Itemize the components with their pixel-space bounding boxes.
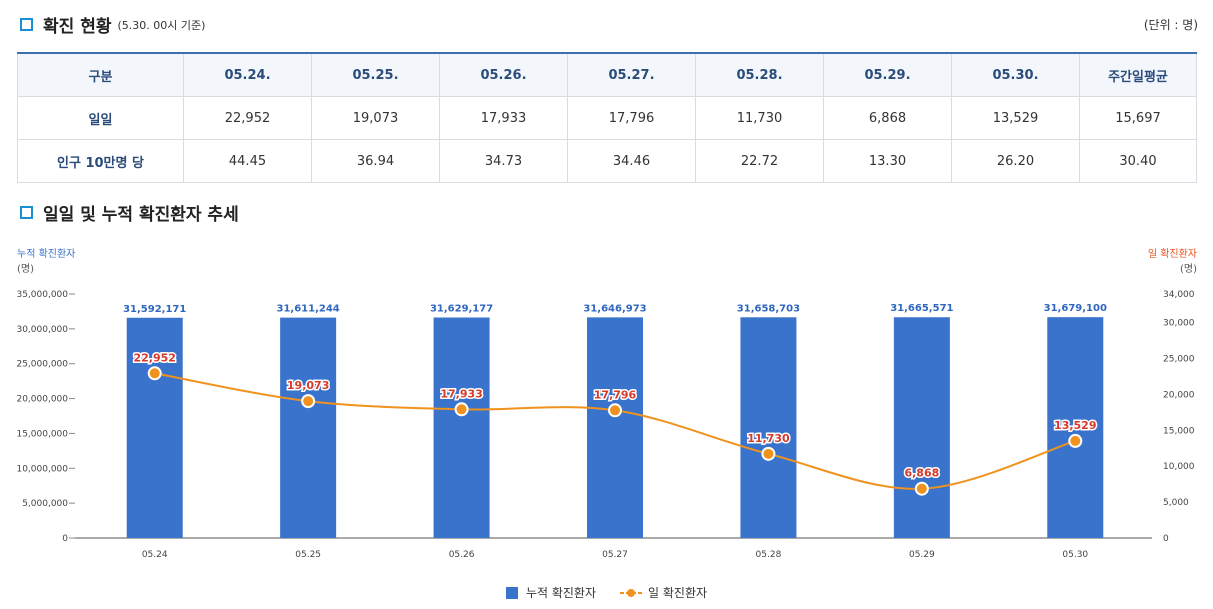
col-header: 05.28. xyxy=(695,52,824,97)
col-header: 05.27. xyxy=(567,52,696,97)
right-tick-label: 10,000 xyxy=(1163,462,1195,472)
line-point xyxy=(147,366,162,381)
left-tick-label: 5,000,000 xyxy=(22,499,68,509)
right-tick-label: 25,000 xyxy=(1163,355,1195,365)
legend-item-cumulative[interactable]: 누적 확진환자 xyxy=(505,584,597,601)
col-header: 05.25. xyxy=(311,52,440,97)
x-tick-label: 05.28 xyxy=(756,550,782,560)
bar-cumulative xyxy=(1047,317,1104,538)
row-header: 일일 xyxy=(17,96,184,140)
bar-cumulative xyxy=(893,317,950,538)
square-bullet-icon xyxy=(20,18,33,31)
x-tick-label: 05.25 xyxy=(295,550,321,560)
table-cell: 6,868 xyxy=(823,96,952,140)
bar-data-label: 31,658,703 xyxy=(737,303,800,314)
table-cell: 11,730 xyxy=(695,96,824,140)
x-tick-label: 05.29 xyxy=(909,550,935,560)
chart-legend: 누적 확진환자 일 확진환자 xyxy=(0,584,1213,601)
right-axis-unit: (명) xyxy=(1180,263,1197,275)
left-tick-label: 20,000,000 xyxy=(16,395,68,405)
bar-data-label: 31,592,171 xyxy=(123,304,186,315)
bar-cumulative xyxy=(433,317,490,538)
table-cell: 30.40 xyxy=(1079,139,1197,183)
left-axis-unit: (명) xyxy=(17,263,34,275)
line-point xyxy=(914,481,929,496)
bar-data-label: 31,629,177 xyxy=(430,303,493,314)
line-data-label: 22,952 xyxy=(133,351,175,364)
square-bullet-icon xyxy=(20,206,33,219)
line-point xyxy=(761,446,776,461)
line-data-label: 17,933 xyxy=(440,387,482,400)
right-tick-label: 30,000 xyxy=(1163,319,1195,329)
right-tick-label: 34,000 xyxy=(1163,290,1195,300)
table-header-row: 구분 05.24. 05.25. 05.26. 05.27. 05.28. 05… xyxy=(17,52,1197,97)
bar-cumulative xyxy=(587,317,643,538)
table-cell: 19,073 xyxy=(311,96,440,140)
status-title: 확진 현황 xyxy=(43,17,112,37)
table-cell: 34.73 xyxy=(439,139,568,183)
left-axis-title: 누적 확진환자 xyxy=(17,248,75,260)
bar-data-label: 31,646,973 xyxy=(583,303,646,314)
col-header: 주간일평균 xyxy=(1079,52,1197,97)
trend-title: 일일 및 누적 확진환자 추세 xyxy=(43,205,239,225)
right-tick-label: 20,000 xyxy=(1163,390,1195,400)
left-tick-label: 15,000,000 xyxy=(16,429,68,439)
line-point xyxy=(1068,433,1083,448)
line-point xyxy=(608,403,622,418)
line-point xyxy=(301,394,316,409)
table-cell: 34.46 xyxy=(567,139,696,183)
table-cell: 36.94 xyxy=(311,139,440,183)
line-data-label: 13,529 xyxy=(1054,419,1096,432)
table-cell: 22,952 xyxy=(183,96,312,140)
trend-section-title: 일일 및 누적 확진환자 추세 xyxy=(20,200,239,225)
x-tick-label: 05.30 xyxy=(1062,550,1088,560)
bar-data-label: 31,611,244 xyxy=(277,304,340,315)
legend-line-swatch xyxy=(620,588,643,597)
right-axis-title: 일 확진환자 xyxy=(1148,248,1197,260)
table-cell: 17,933 xyxy=(439,96,568,140)
right-tick-label: 5,000 xyxy=(1163,498,1189,508)
table-cell: 15,697 xyxy=(1079,96,1197,140)
bar-cumulative xyxy=(280,317,337,538)
row-header: 인구 10만명 당 xyxy=(17,139,184,183)
line-data-label: 17,796 xyxy=(594,388,637,401)
legend-bar-swatch xyxy=(505,586,518,599)
col-header: 05.30. xyxy=(951,52,1080,97)
right-tick-label: 15,000 xyxy=(1163,426,1195,436)
status-subtitle: (5.30. 00시 기준) xyxy=(117,18,206,32)
col-header: 05.24. xyxy=(183,52,312,97)
x-tick-label: 05.24 xyxy=(142,550,168,560)
daily-cases-table: 구분 05.24. 05.25. 05.26. 05.27. 05.28. 05… xyxy=(17,52,1197,183)
table-row: 일일 22,952 19,073 17,933 17,796 11,730 6,… xyxy=(17,96,1197,140)
table-row: 인구 10만명 당 44.45 36.94 34.73 34.46 22.72 … xyxy=(17,139,1197,183)
left-tick-label: 35,000,000 xyxy=(16,290,68,300)
line-data-label: 19,073 xyxy=(287,379,329,392)
table-cell: 13,529 xyxy=(951,96,1080,140)
bar-cumulative xyxy=(126,317,183,538)
col-header: 05.29. xyxy=(823,52,952,97)
bar-data-label: 31,679,100 xyxy=(1044,303,1107,314)
left-tick-label: 30,000,000 xyxy=(16,325,68,335)
bar-cumulative xyxy=(740,317,797,538)
legend-item-daily[interactable]: 일 확진환자 xyxy=(620,584,707,601)
table-cell: 26.20 xyxy=(951,139,1080,183)
left-tick-label: 0 xyxy=(62,534,68,544)
unit-label: (단위 : 명) xyxy=(1143,18,1198,32)
legend-label: 누적 확진환자 xyxy=(525,586,597,600)
status-section-title: 확진 현황 (5.30. 00시 기준) xyxy=(20,12,205,37)
line-data-label: 6,868 xyxy=(904,467,939,480)
table-cell: 22.72 xyxy=(695,139,824,183)
line-point xyxy=(454,402,469,417)
right-tick-label: 0 xyxy=(1163,534,1169,544)
x-tick-label: 05.26 xyxy=(449,550,475,560)
line-data-label: 11,730 xyxy=(747,432,790,445)
legend-label: 일 확진환자 xyxy=(648,586,708,600)
x-tick-label: 05.27 xyxy=(602,550,628,560)
left-tick-label: 10,000,000 xyxy=(16,464,68,474)
bar-data-label: 31,665,571 xyxy=(890,303,953,314)
left-tick-label: 25,000,000 xyxy=(16,360,68,370)
col-header: 05.26. xyxy=(439,52,568,97)
